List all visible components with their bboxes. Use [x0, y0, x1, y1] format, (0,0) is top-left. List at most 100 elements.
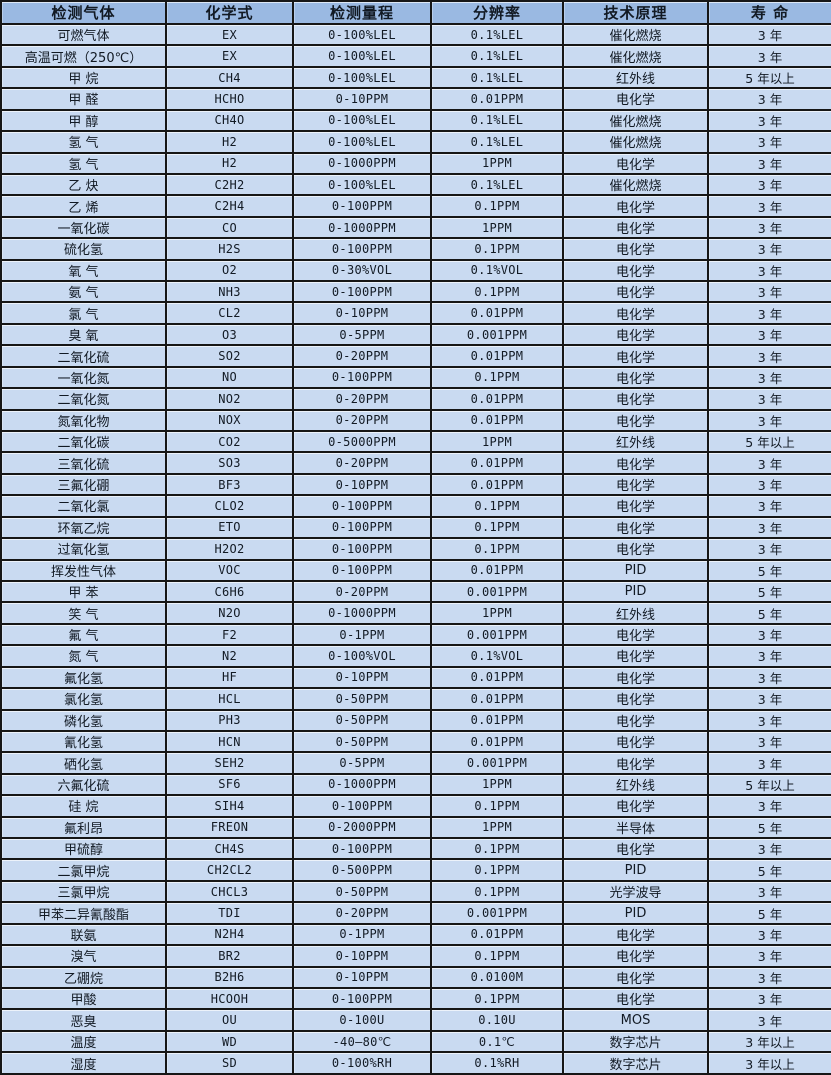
cell-formula: O2 [165, 258, 294, 283]
cell-resolution: 1PPM [430, 815, 564, 840]
cell-principle: 红外线 [562, 772, 709, 797]
cell-life: 3 年以上 [707, 1029, 831, 1054]
cell-principle: 电化学 [562, 687, 709, 711]
cell-principle: MOS [562, 1008, 709, 1032]
cell-formula: PH3 [165, 708, 294, 732]
cell-life: 3 年 [707, 537, 831, 561]
cell-principle: 电化学 [562, 494, 709, 518]
cell-formula: CH4O [165, 108, 294, 133]
cell-resolution: 0.001PPM [430, 901, 564, 925]
cell-range: 0-20PPM [292, 344, 432, 368]
cell-gas: 三氯甲烷 [0, 879, 167, 904]
cell-gas: 溴气 [0, 944, 167, 968]
cell-formula: O3 [165, 322, 294, 347]
cell-formula: F2 [165, 622, 294, 647]
cell-principle: 电化学 [562, 965, 709, 990]
cell-life: 3 年 [707, 301, 831, 325]
cell-gas: 氯化氢 [0, 687, 167, 711]
cell-life: 3 年 [707, 944, 831, 968]
cell-life: 3 年 [707, 751, 831, 775]
table-row: 氧 气 O2 0-30%VOL 0.1%VOL 电化学 3 年 [0, 258, 831, 283]
cell-principle: 数字芯片 [562, 1029, 709, 1054]
cell-formula: CO [165, 215, 294, 240]
cell-range: 0-100%VOL [292, 644, 432, 668]
cell-life: 3 年 [707, 879, 831, 904]
cell-range: 0-50PPM [292, 687, 432, 711]
cell-resolution: 1PPM [430, 151, 564, 175]
table-row: 湿度 SD 0-100%RH 0.1%RH 数字芯片 3 年以上 [0, 1051, 831, 1075]
table-row: 乙 烯 C2H4 0-100PPM 0.1PPM 电化学 3 年 [0, 194, 831, 218]
cell-gas: 高温可燃（250℃） [0, 44, 167, 68]
cell-life: 3 年 [707, 151, 831, 175]
cell-life: 3 年 [707, 472, 831, 497]
cell-life: 3 年 [707, 408, 831, 433]
cell-principle: 催化燃烧 [562, 44, 709, 68]
cell-principle: 电化学 [562, 258, 709, 283]
cell-gas: 氟化氢 [0, 665, 167, 690]
cell-formula: N2O [165, 601, 294, 625]
table-body: 可燃气体 EX 0-100%LEL 0.1%LEL 催化燃烧 3 年高温可燃（250℃） E… [0, 22, 831, 1075]
cell-principle: 电化学 [562, 301, 709, 325]
cell-principle: 催化燃烧 [562, 22, 709, 47]
cell-formula: CL2 [165, 301, 294, 325]
cell-gas: 甲 醛 [0, 87, 167, 111]
cell-gas: 甲 苯 [0, 579, 167, 604]
cell-resolution: 0.1PPM [430, 986, 564, 1011]
cell-life: 5 年 [707, 901, 831, 925]
cell-principle: 半导体 [562, 815, 709, 840]
cell-life: 3 年 [707, 1008, 831, 1032]
cell-resolution: 0.0100M [430, 965, 564, 990]
cell-range: 0-10PPM [292, 472, 432, 497]
table-row: 氟化氢 HF 0-10PPM 0.01PPM 电化学 3 年 [0, 665, 831, 690]
cell-range: 0-1000PPM [292, 151, 432, 175]
cell-formula: NOX [165, 408, 294, 433]
cell-formula: CH4 [165, 65, 294, 90]
table-row: 甲 醛 HCHO 0-10PPM 0.01PPM 电化学 3 年 [0, 87, 831, 111]
cell-range: 0-30%VOL [292, 258, 432, 283]
table-row: 硫化氢 H2S 0-100PPM 0.1PPM 电化学 3 年 [0, 237, 831, 261]
cell-range: 0-5000PPM [292, 429, 432, 454]
cell-range: 0-100U [292, 1008, 432, 1032]
cell-life: 3 年 [707, 280, 831, 304]
cell-resolution: 0.1%LEL [430, 44, 564, 68]
cell-formula: SF6 [165, 772, 294, 797]
cell-resolution: 1PPM [430, 429, 564, 454]
table-row: 二氧化碳 CO2 0-5000PPM 1PPM 红外线 5 年以上 [0, 429, 831, 454]
cell-principle: 红外线 [562, 65, 709, 90]
cell-resolution: 0.001PPM [430, 751, 564, 775]
table-row: 甲酸 HCOOH 0-100PPM 0.1PPM 电化学 3 年 [0, 986, 831, 1011]
cell-resolution: 0.1PPM [430, 280, 564, 304]
cell-principle: PID [562, 558, 709, 582]
table-row: 氟 气 F2 0-1PPM 0.001PPM 电化学 3 年 [0, 622, 831, 647]
cell-principle: 电化学 [562, 622, 709, 647]
table-row: 六氟化硫 SF6 0-1000PPM 1PPM 红外线 5 年以上 [0, 772, 831, 797]
table-row: 联氨 N2H4 0-1PPM 0.01PPM 电化学 3 年 [0, 922, 831, 947]
cell-gas: 氨 气 [0, 280, 167, 304]
cell-formula: OU [165, 1008, 294, 1032]
cell-range: 0-100PPM [292, 794, 432, 818]
cell-principle: 电化学 [562, 365, 709, 390]
table-row: 氮 气 N2 0-100%VOL 0.1%VOL 电化学 3 年 [0, 644, 831, 668]
cell-range: 0-50PPM [292, 879, 432, 904]
cell-resolution: 0.1PPM [430, 494, 564, 518]
cell-gas: 二氧化碳 [0, 429, 167, 454]
cell-resolution: 0.01PPM [430, 451, 564, 475]
table-row: 温度 WD -40—80℃ 0.1℃ 数字芯片 3 年以上 [0, 1029, 831, 1054]
cell-gas: 笑 气 [0, 601, 167, 625]
cell-resolution: 1PPM [430, 215, 564, 240]
cell-principle: 电化学 [562, 151, 709, 175]
cell-gas: 氟 气 [0, 622, 167, 647]
cell-formula: FREON [165, 815, 294, 840]
cell-principle: 电化学 [562, 986, 709, 1011]
cell-formula: CH4S [165, 837, 294, 861]
cell-life: 3 年 [707, 344, 831, 368]
cell-life: 5 年以上 [707, 65, 831, 90]
cell-principle: 电化学 [562, 472, 709, 497]
table-row: 三氯甲烷 CHCL3 0-50PPM 0.1PPM 光学波导 3 年 [0, 879, 831, 904]
cell-principle: 电化学 [562, 794, 709, 818]
cell-range: 0-50PPM [292, 729, 432, 754]
cell-life: 3 年 [707, 494, 831, 518]
cell-principle: 电化学 [562, 322, 709, 347]
table-row: 甲 醇 CH4O 0-100%LEL 0.1%LEL 催化燃烧 3 年 [0, 108, 831, 133]
cell-resolution: 0.001PPM [430, 579, 564, 604]
